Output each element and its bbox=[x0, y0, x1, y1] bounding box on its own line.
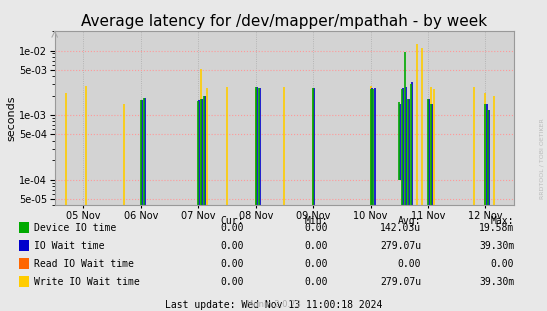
Text: 142.03u: 142.03u bbox=[380, 223, 421, 233]
Text: RRDTOOL / TOBI OETIKER: RRDTOOL / TOBI OETIKER bbox=[539, 118, 544, 199]
Text: Max:: Max: bbox=[491, 216, 514, 226]
Text: Cur:: Cur: bbox=[220, 216, 243, 226]
Text: 0.00: 0.00 bbox=[220, 241, 243, 251]
Text: 0.00: 0.00 bbox=[305, 259, 328, 269]
Text: Avg:: Avg: bbox=[398, 216, 421, 226]
Text: Write IO Wait time: Write IO Wait time bbox=[34, 277, 140, 287]
Text: 0.00: 0.00 bbox=[305, 241, 328, 251]
Text: Min:: Min: bbox=[305, 216, 328, 226]
Text: 0.00: 0.00 bbox=[491, 259, 514, 269]
Text: Read IO Wait time: Read IO Wait time bbox=[34, 259, 135, 269]
Text: 19.58m: 19.58m bbox=[479, 223, 514, 233]
Text: 0.00: 0.00 bbox=[220, 259, 243, 269]
Text: 0.00: 0.00 bbox=[220, 223, 243, 233]
Text: 39.30m: 39.30m bbox=[479, 277, 514, 287]
Text: 0.00: 0.00 bbox=[398, 259, 421, 269]
Text: 0.00: 0.00 bbox=[305, 277, 328, 287]
Text: IO Wait time: IO Wait time bbox=[34, 241, 105, 251]
Text: Device IO time: Device IO time bbox=[34, 223, 117, 233]
Text: Munin 2.0.73: Munin 2.0.73 bbox=[246, 300, 301, 309]
Text: 0.00: 0.00 bbox=[305, 223, 328, 233]
Text: 0.00: 0.00 bbox=[220, 277, 243, 287]
Text: 39.30m: 39.30m bbox=[479, 241, 514, 251]
Text: 279.07u: 279.07u bbox=[380, 241, 421, 251]
Y-axis label: seconds: seconds bbox=[6, 95, 16, 141]
Title: Average latency for /dev/mapper/mpathah - by week: Average latency for /dev/mapper/mpathah … bbox=[82, 14, 487, 29]
Text: 279.07u: 279.07u bbox=[380, 277, 421, 287]
Text: Last update: Wed Nov 13 11:00:18 2024: Last update: Wed Nov 13 11:00:18 2024 bbox=[165, 300, 382, 310]
